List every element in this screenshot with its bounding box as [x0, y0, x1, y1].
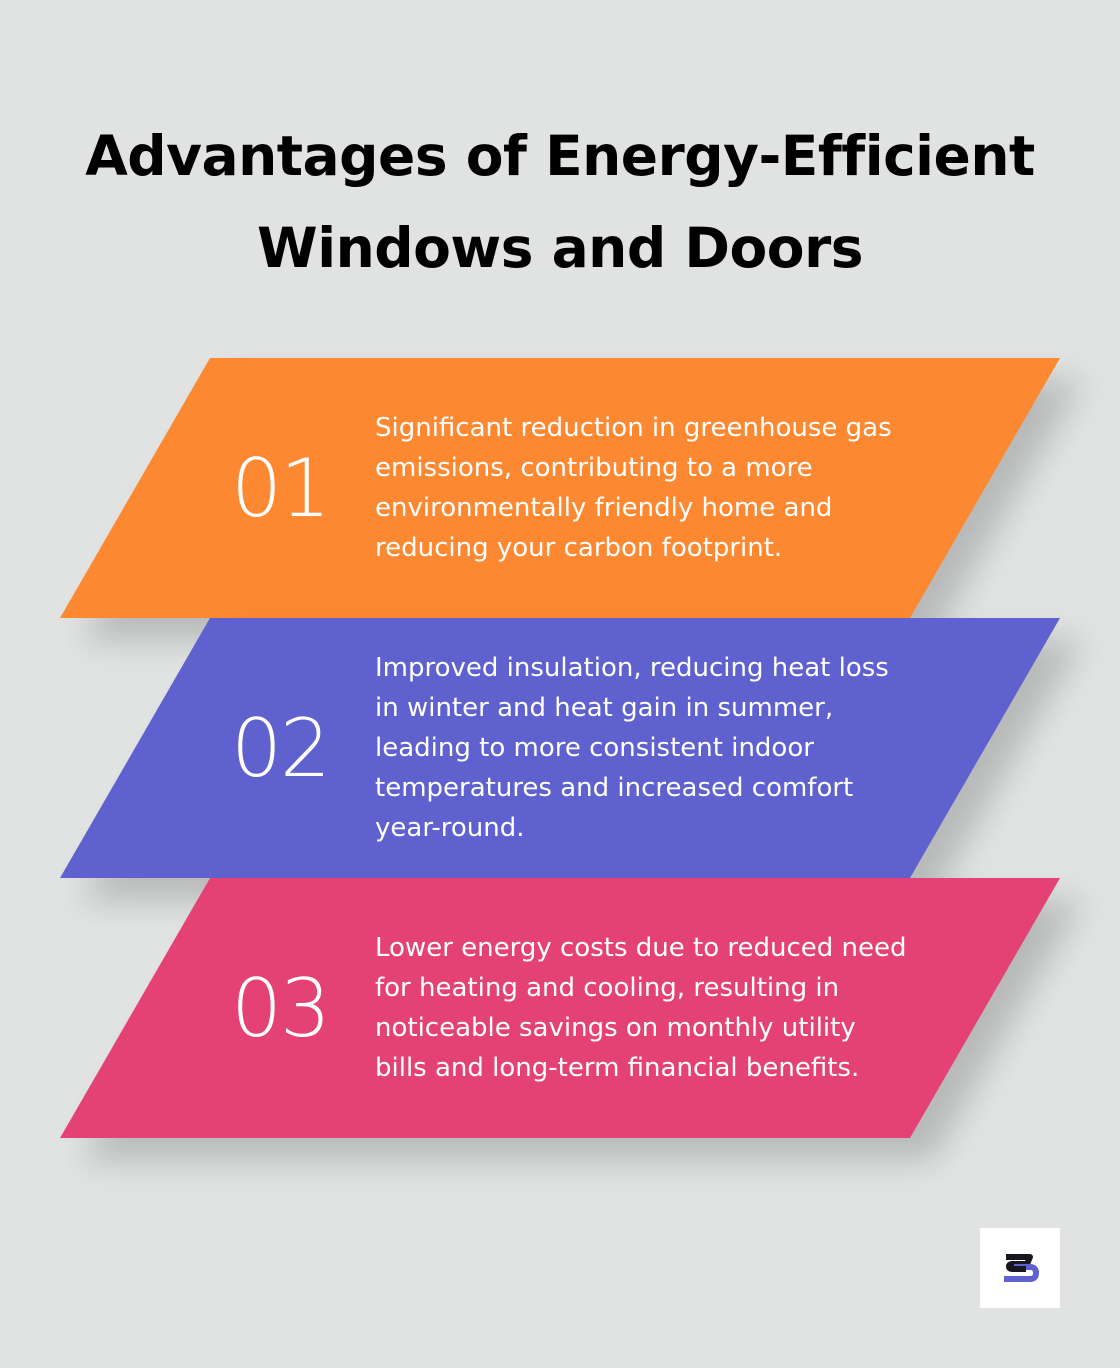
- advantage-item-2: 02 Improved insulation, reducing heat lo…: [60, 618, 1060, 878]
- item-3-text: Lower energy costs due to reduced need f…: [375, 933, 907, 1083]
- item-1-background: [60, 358, 1060, 618]
- title-line-2: Windows and Doors: [257, 216, 863, 280]
- advantage-item-1: 01 Significant reduction in greenhouse g…: [60, 358, 1060, 618]
- item-3-number: 03: [231, 961, 331, 1055]
- item-1-text: Significant reduction in greenhouse gas …: [375, 413, 892, 563]
- item-2-text: Improved insulation, reducing heat loss …: [375, 653, 889, 843]
- item-3-background: [60, 878, 1060, 1138]
- item-1-number: 01: [231, 441, 331, 535]
- brand-s-logo-icon: [1004, 1254, 1039, 1282]
- brand-logo: [980, 1228, 1060, 1308]
- item-2-background: [60, 618, 1060, 878]
- advantage-item-3: 03 Lower energy costs due to reduced nee…: [60, 878, 1060, 1138]
- item-2-number: 02: [231, 701, 331, 795]
- page-title: Advantages of Energy-Efficient Windows a…: [0, 110, 1120, 294]
- title-line-1: Advantages of Energy-Efficient: [85, 124, 1035, 188]
